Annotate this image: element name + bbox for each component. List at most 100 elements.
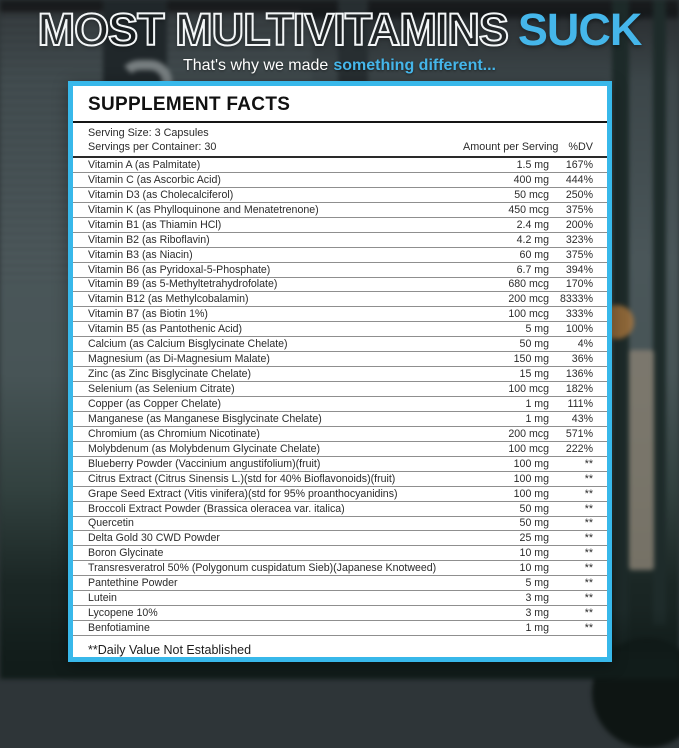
cell-label: Vitamin D3 (as Cholecalciferol) — [88, 188, 234, 201]
table-row: Blueberry Powder (Vaccinium angustifoliu… — [73, 457, 607, 472]
table-row: Calcium (as Calcium Bisglycinate Chelate… — [73, 337, 607, 353]
cell-amount: 1 mg — [525, 622, 549, 635]
cell-amount: 200 mcg — [508, 293, 549, 306]
cell-label: Vitamin B3 (as Niacin) — [88, 248, 193, 261]
table-row: Transresveratrol 50% (Polygonum cuspidat… — [73, 561, 607, 577]
table-row: Grape Seed Extract (Vitis vinifera)(std … — [73, 487, 607, 502]
divider — [73, 121, 607, 123]
cell-amount: 2.4 mg — [516, 218, 549, 231]
cell-label: Vitamin B7 (as Biotin 1%) — [88, 308, 208, 321]
table-row: Magnesium (as Di-Magnesium Malate) 150 mg… — [73, 352, 607, 368]
table-row: Vitamin B1 (as Thiamin HCl) 2.4 mg 200% — [73, 218, 607, 233]
table-row: Selenium (as Selenium Citrate) 100 mcg 182… — [73, 382, 607, 397]
cell-amount: 50 mg — [519, 517, 549, 530]
table-row: Chromium (as Chromium Nicotinate) 200 mcg… — [73, 427, 607, 442]
table-row: Manganese (as Manganese Bisglycinate Che… — [73, 412, 607, 427]
supplement-facts-panel: SUPPLEMENT FACTS Serving Size: 3 Capsule… — [68, 81, 612, 662]
cell-label: Vitamin B1 (as Thiamin HCl) — [88, 218, 222, 231]
supplement-facts-table: SUPPLEMENT FACTS Serving Size: 3 Capsule… — [73, 86, 607, 657]
table-row: Quercetin 50 mg ** — [73, 517, 607, 532]
background-door — [629, 350, 654, 570]
cell-dv: ** — [584, 562, 593, 575]
cell-label: Vitamin B9 (as 5-Methyltetrahydrofolate) — [88, 278, 278, 291]
cell-dv: ** — [584, 517, 593, 530]
cell-amount: 3 mg — [525, 592, 549, 605]
table-row: Vitamin A (as Palmitate) 1.5 mg 167% — [73, 158, 607, 173]
table-row: Vitamin B12 (as Methylcobalamin) 200 mcg 8… — [73, 292, 607, 308]
table-row: Vitamin K (as Phylloquinone and Menatetr… — [73, 203, 607, 218]
table-row: Vitamin B2 (as Riboflavin) 4.2 mg 323% — [73, 233, 607, 248]
cell-amount: 4.2 mg — [516, 233, 549, 246]
facts-rows: Vitamin A (as Palmitate) 1.5 mg 167% Vitami… — [73, 158, 607, 636]
subtitle-accent-text: something different... — [333, 57, 496, 74]
serving-info: Serving Size: 3 Capsules Servings per Co… — [73, 123, 607, 156]
cell-amount: 25 mg — [519, 532, 549, 545]
cell-dv: 323% — [565, 233, 593, 246]
cell-dv: 100% — [565, 323, 593, 336]
cell-dv: ** — [584, 472, 593, 485]
cell-dv: 36% — [571, 353, 593, 366]
table-row: Delta Gold 30 CWD Powder 25 mg ** — [73, 531, 607, 547]
cell-label: Delta Gold 30 CWD Powder — [88, 532, 220, 545]
cell-dv: 111% — [567, 397, 593, 410]
table-row: Molybdenum (as Molybdenum Glycinate Chel… — [73, 442, 607, 457]
table-row: Zinc (as Zinc Bisglycinate Chelate) 15 mg… — [73, 367, 607, 383]
cell-dv: 136% — [565, 368, 593, 381]
cell-label: Selenium (as Selenium Citrate) — [88, 383, 235, 396]
cell-label: Vitamin A (as Palmitate) — [88, 158, 201, 171]
cell-label: Magnesium (as Di-Magnesium Malate) — [88, 353, 270, 366]
table-row: Benfotiamine 1 mg ** — [73, 621, 607, 636]
subtitle-plain-text: That's why we made — [182, 57, 329, 74]
cell-amount: 3 mg — [525, 607, 549, 620]
cell-dv: 182% — [565, 383, 593, 396]
cell-label: Vitamin K (as Phylloquinone and Menatetr… — [88, 203, 319, 216]
table-row: Boron Glycinate 10 mg ** — [73, 546, 607, 562]
table-row: Lutein 3 mg ** — [73, 591, 607, 607]
cell-label: Lycopene 10% — [88, 607, 158, 620]
cell-label: Transresveratrol 50% (Polygonum cuspidat… — [88, 562, 437, 575]
table-row: Vitamin B7 (as Biotin 1%) 100 mcg 333% — [73, 307, 607, 323]
cell-amount: 680 mcg — [508, 278, 549, 291]
cell-dv: 170% — [565, 278, 593, 291]
table-row: Lycopene 10% 3 mg ** — [73, 606, 607, 622]
cell-label: Benfotiamine — [88, 622, 150, 635]
cell-amount: 100 mg — [513, 487, 549, 500]
cell-dv: 8333% — [560, 293, 593, 306]
cell-dv: ** — [584, 532, 593, 545]
table-row: Vitamin B9 (as 5-Methyltetrahydrofolate)… — [73, 278, 607, 293]
background-rack-post — [338, 0, 368, 92]
table-row: Vitamin D3 (as Cholecalciferol) 50 mcg 250… — [73, 188, 607, 203]
cell-label: Chromium (as Chromium Nicotinate) — [88, 427, 260, 440]
cell-amount: 1.5 mg — [516, 158, 549, 171]
header: MOST MULTIVITAMINS SUCK That's why we mad… — [0, 3, 679, 75]
cell-label: Citrus Extract (Citrus Sinensis L.)(std … — [88, 472, 396, 485]
table-row: Pantethine Powder 5 mg ** — [73, 576, 607, 592]
cell-amount: 400 mg — [513, 173, 549, 186]
cell-amount: 50 mg — [519, 338, 549, 351]
cell-label: Copper (as Copper Chelate) — [88, 397, 222, 410]
table-row: Vitamin B3 (as Niacin) 60 mg 375% — [73, 248, 607, 263]
cell-label: Calcium (as Calcium Bisglycinate Chelate… — [88, 338, 288, 351]
cell-amount: 10 mg — [519, 562, 549, 575]
table-row: Vitamin B6 (as Pyridoxal-5-Phosphate) 6.7… — [73, 263, 607, 278]
title-accent-text: SUCK — [517, 4, 643, 55]
background-pipe — [300, 8, 679, 19]
cell-dv: ** — [584, 607, 593, 620]
cell-amount: 50 mcg — [514, 188, 549, 201]
cell-dv: ** — [584, 487, 593, 500]
cell-amount: 50 mg — [519, 502, 549, 515]
table-row: Broccoli Extract Powder (Brassica olerac… — [73, 502, 607, 517]
cell-label: Vitamin B12 (as Methylcobalamin) — [88, 293, 249, 306]
cell-amount: 200 mcg — [508, 427, 549, 440]
cell-amount: 60 mg — [519, 248, 549, 261]
cell-label: Vitamin B6 (as Pyridoxal-5-Phosphate) — [88, 263, 271, 276]
cell-amount: 5 mg — [525, 577, 549, 590]
cell-dv: ** — [584, 592, 593, 605]
servings-and-columns: Servings per Container: 30 Amount per Se… — [73, 140, 607, 154]
table-row: Vitamin B5 (as Pantothenic Acid) 5 mg 100% — [73, 322, 607, 338]
cell-dv: ** — [584, 547, 593, 560]
daily-value-footnote: **Daily Value Not Established — [88, 643, 252, 657]
cell-amount: 100 mg — [513, 472, 549, 485]
cell-amount: 100 mcg — [508, 308, 549, 321]
cell-label: Boron Glycinate — [88, 547, 164, 560]
